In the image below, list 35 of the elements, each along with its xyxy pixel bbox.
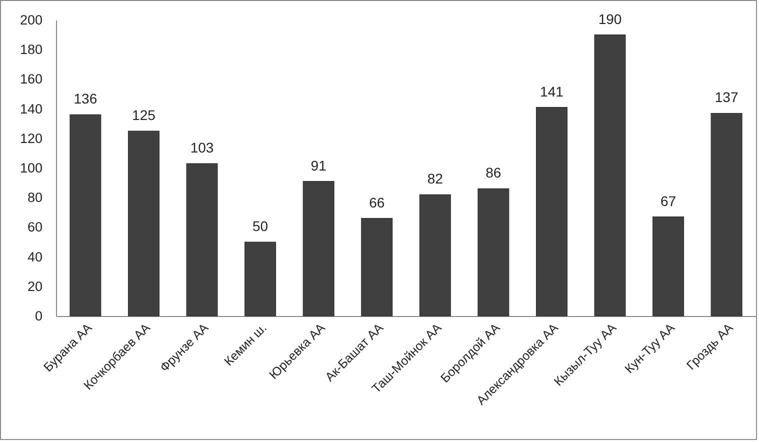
bar [594, 34, 626, 316]
bar [70, 114, 102, 316]
data-label: 141 [540, 83, 564, 100]
data-label: 125 [132, 107, 156, 123]
y-tick-label: 60 [27, 220, 42, 235]
y-tick-label: 180 [20, 42, 42, 58]
y-tick-label: 0 [34, 308, 42, 324]
y-tick-label: 80 [27, 190, 42, 206]
data-label: 67 [660, 192, 676, 209]
bar [536, 107, 568, 316]
data-label: 82 [427, 170, 444, 187]
y-tick-label: 200 [20, 12, 42, 28]
bar [419, 194, 451, 316]
data-label: 137 [714, 89, 738, 106]
data-label: 91 [310, 157, 327, 174]
bar [478, 188, 510, 316]
y-tick-label: 140 [20, 101, 42, 116]
bar [361, 218, 393, 316]
bar [128, 130, 160, 316]
data-label: 66 [369, 194, 385, 210]
bar [302, 181, 334, 316]
data-label: 103 [190, 140, 214, 156]
data-label: 190 [598, 10, 622, 27]
y-tick-label: 40 [27, 249, 42, 264]
y-tick-label: 160 [20, 72, 42, 87]
data-label: 50 [252, 218, 268, 234]
y-tick-label: 120 [20, 130, 42, 146]
bar [652, 216, 684, 316]
y-tick-label: 100 [20, 160, 42, 176]
y-tick-label: 20 [27, 278, 42, 294]
bar [710, 112, 742, 316]
bar [186, 163, 218, 316]
bar [244, 242, 276, 316]
data-label: 136 [74, 90, 98, 107]
data-label: 86 [486, 164, 502, 181]
